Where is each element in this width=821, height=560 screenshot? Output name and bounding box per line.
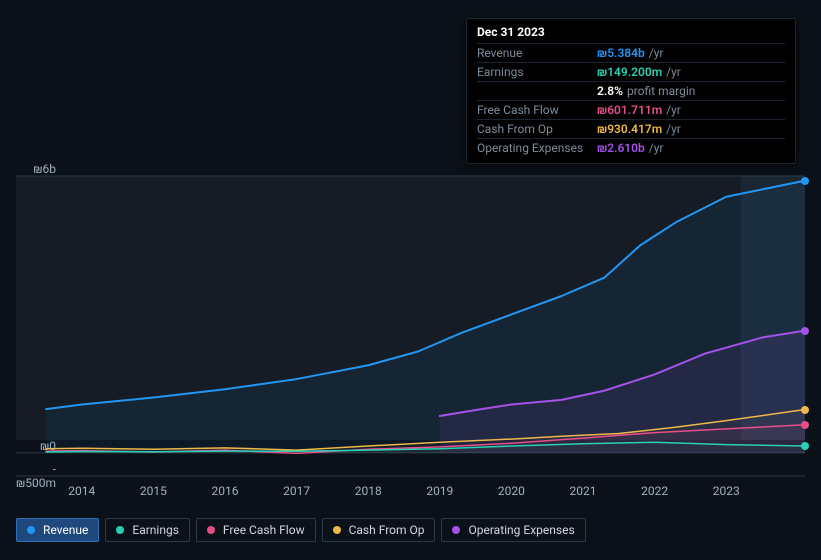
x-axis-tick-label: 2022 [641,484,668,498]
legend-label: Operating Expenses [468,523,574,537]
legend-swatch [207,526,215,534]
x-axis-tick-label: 2021 [570,484,597,498]
legend-swatch [116,526,124,534]
legend-item-cash-from-op[interactable]: Cash From Op [322,518,436,542]
x-axis-tick-label: 2017 [283,484,310,498]
legend-swatch [27,526,35,534]
legend-item-free-cash-flow[interactable]: Free Cash Flow [196,518,316,542]
x-axis-tick-label: 2015 [140,484,167,498]
chart-legend: Revenue Earnings Free Cash Flow Cash From O… [16,518,586,542]
legend-label: Revenue [43,523,88,537]
line-chart[interactable] [0,0,821,560]
x-axis-tick-label: 2019 [426,484,453,498]
legend-swatch [333,526,341,534]
x-axis-tick-label: 2020 [498,484,525,498]
series-end-dot [801,327,809,335]
x-axis-tick-label: 2016 [212,484,239,498]
legend-item-operating-expenses[interactable]: Operating Expenses [441,518,585,542]
series-end-dot [801,177,809,185]
legend-label: Free Cash Flow [223,523,305,537]
legend-item-earnings[interactable]: Earnings [105,518,190,542]
series-end-dot [801,442,809,450]
legend-swatch [452,526,460,534]
legend-label: Cash From Op [349,523,425,537]
x-axis-tick-label: 2018 [355,484,382,498]
series-end-dot [801,406,809,414]
chart-container: { "currency_symbol": "₪", "tooltip": { "… [0,0,821,560]
x-axis-tick-label: 2023 [713,484,740,498]
x-axis-tick-label: 2014 [68,484,95,498]
legend-label: Earnings [132,523,179,537]
series-end-dot [801,421,809,429]
legend-item-revenue[interactable]: Revenue [16,518,99,542]
